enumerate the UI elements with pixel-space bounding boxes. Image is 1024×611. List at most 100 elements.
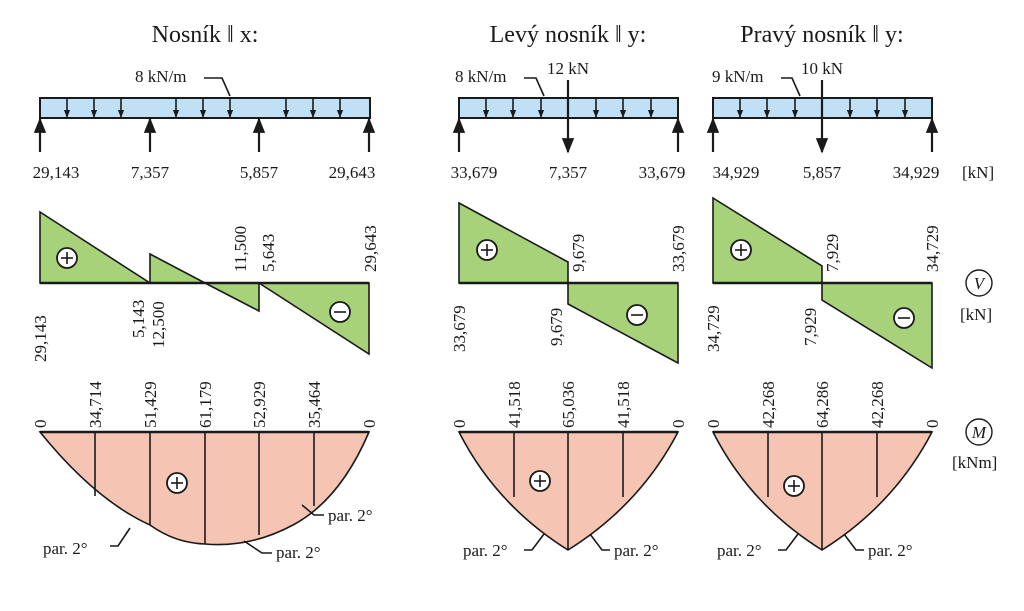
beam-x-parabola-leader-2 <box>243 540 272 554</box>
beam-right-y-parabola-label-2: par. 2° <box>868 541 913 560</box>
beam-x-shear-label-2: 5,143 <box>129 300 148 338</box>
beam-right-y-moment-label-5: 0 <box>923 420 942 429</box>
beam-right-y-moment-label-3: 64,286 <box>813 381 832 428</box>
beam-x-moment-label-2: 34,714 <box>86 381 105 428</box>
beam-left-y-reaction-arrows <box>452 117 685 152</box>
beam-right-y-reaction-3: 34,929 <box>893 163 940 182</box>
beam-right-y-moment-plus <box>783 475 805 497</box>
beam-left-y-shear-label-3: 9,679 <box>547 308 566 346</box>
beam-x-shear-label-5: 5,643 <box>259 234 278 272</box>
beam-x-shear-label-3: 12,500 <box>149 301 168 348</box>
beam-right-y-reaction-2: 5,857 <box>803 163 842 182</box>
beam-left-y-moment-label-3: 65,036 <box>559 381 578 428</box>
beam-left-y-reaction-1: 33,679 <box>451 163 498 182</box>
beam-right-y-dist-load-leader <box>781 77 801 97</box>
beam-left-y-reaction-3: 33,679 <box>639 163 686 182</box>
beam-left-y-moment-label-1: 0 <box>450 420 469 429</box>
beam-right-y-load-arrows <box>736 98 909 118</box>
beam-x-parabola-label-3: par. 2° <box>328 506 373 525</box>
shear-symbol: V <box>974 274 987 293</box>
beam-x-moment-label-5: 52,929 <box>250 381 269 428</box>
beam-x-shear-minus <box>329 301 351 323</box>
beam-left-y-shear-label-4: 33,679 <box>669 225 688 272</box>
beam-left-y-dist-load-leader <box>524 77 545 97</box>
beam-x-parabola-label-1: par. 2° <box>43 539 88 558</box>
beam-left-y-moment-diagram <box>457 430 680 551</box>
beam-x-moment-label-4: 61,179 <box>196 381 215 428</box>
beam-x-reaction-3: 5,857 <box>240 163 279 182</box>
beam-right-y-reaction-1: 34,929 <box>713 163 760 182</box>
beam-right-y-moment-label-1: 0 <box>704 420 723 429</box>
beam-right-y-parabola-leader-2 <box>843 533 864 551</box>
beam-left-y-shear-label-1: 33,679 <box>450 305 469 352</box>
beam-right-y-moment-label-2: 42,268 <box>759 381 778 428</box>
beam-right-y-shear-label-3: 7,929 <box>801 308 820 346</box>
beam-left-y-moment-label-4: 41,518 <box>614 381 633 428</box>
beam-left-y-shear-plus <box>476 239 498 261</box>
beam-x-group: Nosník ‖ x: 8 kN/m 29,143 7,357 5,857 29… <box>31 22 380 562</box>
beam-left-y-parabola-leader-2 <box>589 533 610 551</box>
beam-left-y-parabola-label-2: par. 2° <box>614 541 659 560</box>
beam-x-shear-label-6: 29,643 <box>361 225 380 272</box>
moment-unit-label: [kNm] <box>952 453 997 472</box>
beam-x-dist-load-leader <box>204 77 231 97</box>
reaction-unit-label: [kN] <box>962 163 994 182</box>
beam-right-y-parabola-label-1: par. 2° <box>717 541 762 560</box>
beam-right-y-shear-plus <box>730 239 752 261</box>
beam-x-title: Nosník ‖ x: <box>152 22 259 48</box>
beam-right-y-moment-diagram <box>711 430 934 551</box>
beam-left-y-moment-plus <box>529 470 551 492</box>
beam-x-shear-plus <box>56 247 78 269</box>
beam-x-shear-diagram <box>39 210 370 356</box>
shear-unit-label: [kN] <box>960 305 992 324</box>
shear-symbol-circle <box>965 269 993 297</box>
beam-x-moment-plus <box>166 472 188 494</box>
beam-left-y-group: Levý nosník ‖ y: 8 kN/m 12 kN 33,679 7,3… <box>450 22 688 560</box>
beam-right-y-moment-label-4: 42,268 <box>868 381 887 428</box>
beam-right-y-title: Pravý nosník ‖ y: <box>740 22 903 48</box>
beam-left-y-parabola-label-1: par. 2° <box>463 541 508 560</box>
beam-x-load-arrows <box>63 98 344 118</box>
beam-x-moment-label-6: 35,464 <box>305 381 324 428</box>
beam-left-y-parabola-leader-1 <box>524 533 545 551</box>
beam-x-moment-label-3: 51,429 <box>141 381 160 428</box>
beam-right-y-shear-minus <box>893 307 915 329</box>
beam-x-reaction-1: 29,143 <box>33 163 80 182</box>
beam-right-y-dist-load-label: 9 kN/m <box>712 67 763 86</box>
beam-left-y-load-arrows <box>482 98 655 118</box>
beam-right-y-reaction-arrows <box>706 117 939 152</box>
beam-left-y-shear-label-2: 9,679 <box>569 234 588 272</box>
beam-x-dist-load-label: 8 kN/m <box>135 67 186 86</box>
beam-left-y-dist-load-label: 8 kN/m <box>455 67 506 86</box>
beam-x-reaction-4: 29,643 <box>329 163 376 182</box>
beam-left-y-reaction-2: 7,357 <box>549 163 588 182</box>
moment-symbol-circle <box>965 418 993 446</box>
beam-left-y-title: Levý nosník ‖ y: <box>490 22 647 48</box>
beam-left-y-point-load-label: 12 kN <box>547 59 589 78</box>
beam-x-reaction-2: 7,357 <box>131 163 170 182</box>
beam-right-y-shear-label-2: 7,929 <box>823 234 842 272</box>
beam-left-y-shear-minus <box>626 304 648 326</box>
beam-left-y-shear-diagram <box>458 201 679 365</box>
beam-right-y-parabola-leader-1 <box>778 533 799 551</box>
beam-x-load-band <box>39 97 371 119</box>
legend: [kN] V [kN] M [kNm] <box>952 163 997 472</box>
beam-x-shear-label-4: 11,500 <box>231 226 250 272</box>
beam-x-parabola-leader-3 <box>301 504 324 516</box>
beam-right-y-shear-diagram <box>712 196 933 370</box>
moment-symbol: M <box>971 423 987 442</box>
beam-x-shear-label-1: 29,143 <box>31 315 50 362</box>
beam-right-y-shear-label-4: 34,729 <box>923 225 942 272</box>
beam-left-y-moment-label-2: 41,518 <box>505 381 524 428</box>
beam-x-moment-label-7: 0 <box>360 420 379 429</box>
beam-right-y-point-load-label: 10 kN <box>801 59 843 78</box>
beam-x-parabola-leader-1 <box>110 527 131 547</box>
beam-right-y-shear-label-1: 34,729 <box>704 305 723 352</box>
beam-x-moment-diagram <box>38 430 371 546</box>
beam-x-reaction-arrows <box>33 117 376 152</box>
beam-x-parabola-label-2: par. 2° <box>276 543 321 562</box>
beam-left-y-moment-label-5: 0 <box>669 420 688 429</box>
beam-x-moment-label-1: 0 <box>31 420 50 429</box>
